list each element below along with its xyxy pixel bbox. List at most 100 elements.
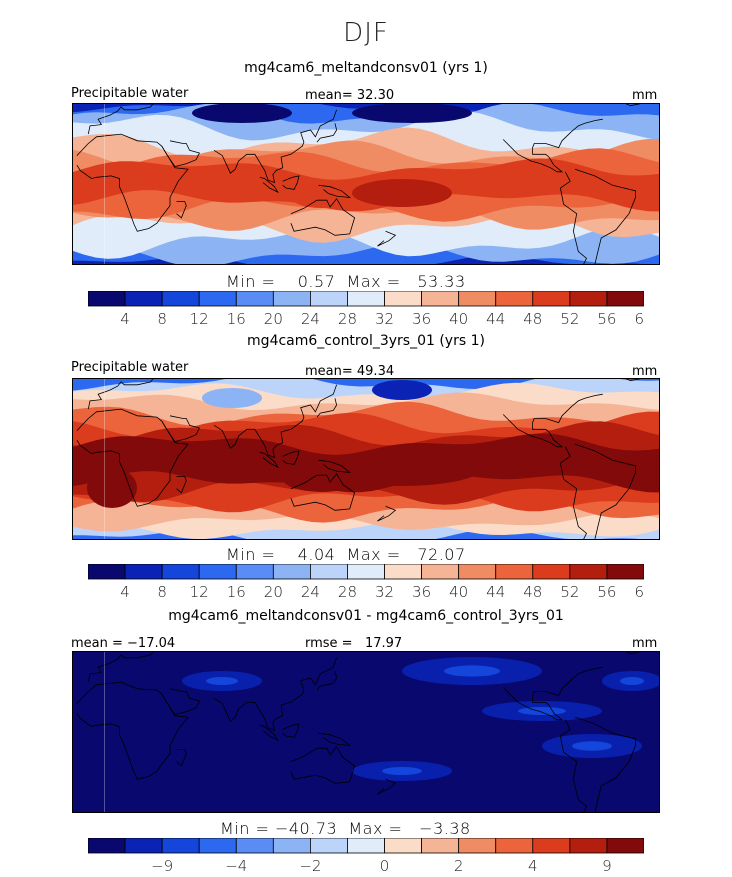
colorbar-swatch — [458, 564, 497, 580]
coastline-india — [213, 149, 266, 174]
colorbar-tick-label: 48 — [523, 310, 542, 328]
panel-1-title: mg4cam6_meltandconsv01 (yrs 1) — [244, 60, 488, 76]
coastline-europe — [87, 651, 155, 683]
colorbar-swatch — [347, 564, 385, 580]
coastline-japan — [316, 671, 338, 691]
coastline-africa — [76, 408, 189, 507]
panel-2-minmax: Min = 4.04 Max = 72.07 — [226, 545, 466, 564]
coastline-samerica — [559, 443, 636, 540]
coastline-samerica — [559, 168, 636, 265]
field-blob — [137, 193, 187, 213]
coastline-samerica — [559, 716, 636, 813]
colorbar-tick-label: 4 — [528, 857, 538, 875]
colorbar-swatch — [569, 564, 608, 580]
coastline-nz — [377, 778, 397, 795]
coastline-japan — [316, 398, 338, 418]
colorbar-swatch — [309, 291, 348, 307]
panel-1-minmax: Min = 0.57 Max = 53.33 — [226, 272, 466, 291]
panel-2-map — [72, 378, 660, 540]
coastline-africa — [76, 133, 189, 232]
colorbar-tick-label: 32 — [375, 310, 394, 328]
panel-2-variable-label: Precipitable water — [71, 360, 189, 375]
panel-2-title: mg4cam6_control_3yrs_01 (yrs 1) — [247, 333, 485, 349]
colorbar-swatch — [272, 291, 311, 307]
coastline-nz — [377, 505, 397, 522]
colorbar-tick-label: 28 — [338, 583, 357, 601]
colorbar-swatch — [161, 838, 200, 854]
colorbar-tick-label: 4 — [120, 583, 130, 601]
colorbar-tick-label: 56 — [597, 583, 616, 601]
panel-1-mean: mean= 32.30 — [305, 88, 395, 103]
colorbar-tick-label: 36 — [412, 310, 431, 328]
colorbar-swatch — [347, 838, 385, 854]
field-patch — [518, 707, 566, 715]
field-blob — [292, 188, 352, 208]
panel-1-colorbar: 4812162024283236404448525660 — [88, 291, 644, 328]
map-frame — [72, 378, 660, 540]
colorbar-swatch — [235, 291, 274, 307]
coastline-greenland — [611, 378, 644, 382]
field-band — [72, 651, 660, 813]
colorbar-swatch — [124, 838, 163, 854]
colorbar-tick-label: 44 — [486, 583, 505, 601]
colorbar-swatch — [532, 838, 571, 854]
coastline-arabia — [161, 415, 200, 442]
coastline-greenland — [611, 103, 644, 107]
colorbar-swatch — [161, 291, 200, 307]
colorbar-swatch — [235, 838, 274, 854]
field-patch — [572, 741, 612, 751]
field-blob — [192, 103, 292, 123]
panel-2-units: mm — [632, 364, 658, 379]
colorbar-swatch — [88, 291, 126, 307]
colorbar-tick-label: 44 — [486, 310, 505, 328]
coastline-europe — [87, 103, 155, 135]
colorbar-tick-label: −2 — [299, 857, 321, 875]
colorbar-tick-label: 4 — [120, 310, 130, 328]
colorbar-swatch — [309, 838, 348, 854]
colorbar-tick-label: 12 — [190, 583, 209, 601]
field-blob — [352, 179, 452, 207]
panel-1-units: mm — [632, 88, 658, 103]
colorbar-swatch — [458, 838, 497, 854]
field-patch — [206, 677, 238, 685]
colorbar-swatch — [384, 838, 422, 854]
colorbar-swatch — [495, 838, 534, 854]
coastline-madagascar — [176, 476, 187, 494]
colorbar-swatch — [421, 564, 460, 580]
colorbar-tick-label: −9 — [151, 857, 173, 875]
colorbar-swatch — [235, 564, 274, 580]
coastline-borneo — [282, 175, 300, 190]
field-patch — [382, 767, 422, 775]
coastline-greenland — [611, 651, 644, 655]
coastline-camerica — [502, 393, 603, 448]
field-blob — [202, 388, 262, 408]
colorbar-swatch — [161, 564, 200, 580]
colorbar-tick-label: 32 — [375, 583, 394, 601]
colorbar-tick-label: 40 — [449, 310, 468, 328]
colorbar-swatch — [124, 291, 163, 307]
colorbar-tick-label: 60 — [634, 583, 644, 601]
colorbar-tick-label: −4 — [225, 857, 247, 875]
coastline-newguinea — [318, 459, 351, 474]
coastline-africa — [76, 681, 189, 780]
coastline-australia — [290, 198, 356, 236]
panel-3-units: mm — [632, 636, 658, 651]
page-title: DJF — [343, 18, 389, 48]
colorbar-swatch — [532, 291, 571, 307]
colorbar-tick-label: 2 — [454, 857, 464, 875]
coastline-nz — [377, 230, 397, 247]
coastline-australia — [290, 746, 356, 784]
colorbar-swatch — [606, 291, 644, 307]
coastline-india — [213, 697, 266, 722]
colorbar-tick-label: 52 — [560, 583, 579, 601]
coastline-asia — [264, 109, 337, 184]
field-blob — [282, 464, 362, 492]
panel-3-title: mg4cam6_meltandconsv01 - mg4cam6_control… — [168, 608, 564, 624]
coastline-camerica — [502, 118, 603, 173]
coastline-india — [213, 424, 266, 449]
map-frame — [72, 651, 660, 813]
field-blob — [352, 103, 472, 123]
colorbar-tick-label: 48 — [523, 583, 542, 601]
coastline-camerica — [502, 666, 603, 721]
colorbar-swatch — [384, 291, 422, 307]
